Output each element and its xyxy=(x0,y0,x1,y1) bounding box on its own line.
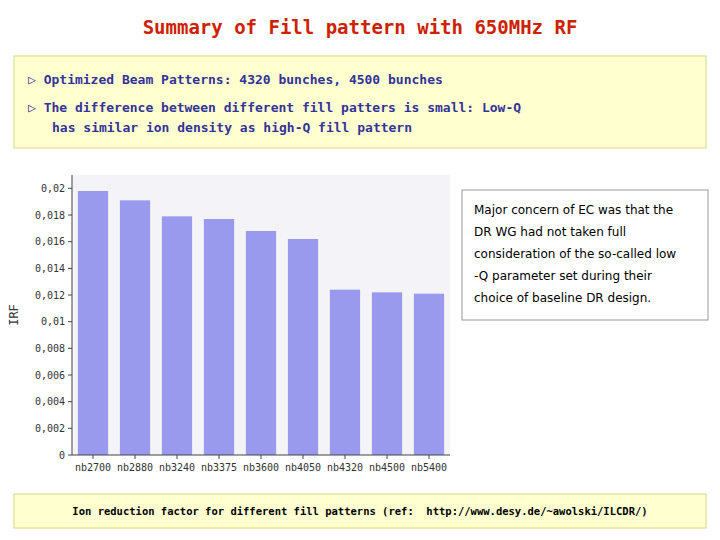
x-tick-label: nb4320 xyxy=(327,462,363,473)
x-tick xyxy=(135,455,136,459)
bar xyxy=(120,200,150,455)
y-tick xyxy=(68,428,72,429)
annotation-box xyxy=(462,190,708,320)
bar xyxy=(162,216,192,455)
bar xyxy=(204,219,234,455)
x-tick xyxy=(345,455,346,459)
y-tick xyxy=(68,241,72,242)
bar xyxy=(246,231,276,455)
x-tick-label: nb3240 xyxy=(159,462,195,473)
y-tick xyxy=(68,188,72,189)
x-tick-label: nb4500 xyxy=(369,462,405,473)
y-tick xyxy=(68,401,72,402)
y-axis-label: IRF xyxy=(7,304,21,326)
x-tick xyxy=(387,455,388,459)
x-tick-label: nb5400 xyxy=(411,462,447,473)
x-tick xyxy=(219,455,220,459)
bullet-text: ▷ Optimized Beam Patterns: 4320 bunches,… xyxy=(28,72,443,87)
title: Summary of Fill pattern with 650MHz RF xyxy=(143,16,578,38)
y-tick-label: 0,006 xyxy=(35,370,65,381)
y-tick-label: 0,02 xyxy=(41,183,65,194)
bar xyxy=(330,290,360,455)
y-tick xyxy=(68,348,72,349)
y-tick xyxy=(68,215,72,216)
y-tick xyxy=(68,295,72,296)
x-tick xyxy=(303,455,304,459)
bullet-text: has similar ion density as high-Q fill p… xyxy=(52,120,412,135)
y-tick xyxy=(68,375,72,376)
y-tick xyxy=(68,321,72,322)
bar xyxy=(288,239,318,455)
y-axis xyxy=(72,175,73,455)
bar xyxy=(414,294,444,455)
plot-background xyxy=(72,175,450,455)
y-tick xyxy=(68,455,72,456)
x-tick xyxy=(177,455,178,459)
y-tick-label: 0 xyxy=(59,450,65,461)
bar xyxy=(78,191,108,455)
bar xyxy=(372,292,402,455)
y-tick xyxy=(68,268,72,269)
bars xyxy=(78,191,444,455)
bullet-text: ▷ The difference between different fill … xyxy=(28,100,521,115)
chart: Summary of Fill pattern with 650MHz RF ▷ … xyxy=(0,0,720,540)
x-tick-label: nb3600 xyxy=(243,462,279,473)
annotation-text: Major concern of EC was that theDR WG ha… xyxy=(474,203,676,305)
x-tick xyxy=(93,455,94,459)
y-tick-label: 0,012 xyxy=(35,290,65,301)
y-tick-label: 0,008 xyxy=(35,343,65,354)
x-tick-label: nb4050 xyxy=(285,462,321,473)
x-tick-label: nb2700 xyxy=(75,462,111,473)
x-tick-label: nb2880 xyxy=(117,462,153,473)
y-tick-label: 0,01 xyxy=(41,316,65,327)
y-tick-label: 0,004 xyxy=(35,396,65,407)
y-tick-label: 0,002 xyxy=(35,423,65,434)
x-tick xyxy=(261,455,262,459)
x-tick-label: nb3375 xyxy=(201,462,237,473)
y-tick-label: 0,016 xyxy=(35,236,65,247)
footer-text: Ion reduction factor for different fill … xyxy=(72,505,647,517)
y-tick-label: 0,014 xyxy=(35,263,65,274)
footer-box xyxy=(14,494,706,528)
x-tick xyxy=(429,455,430,459)
y-tick-label: 0,018 xyxy=(35,210,65,221)
bullet-box xyxy=(14,56,706,148)
